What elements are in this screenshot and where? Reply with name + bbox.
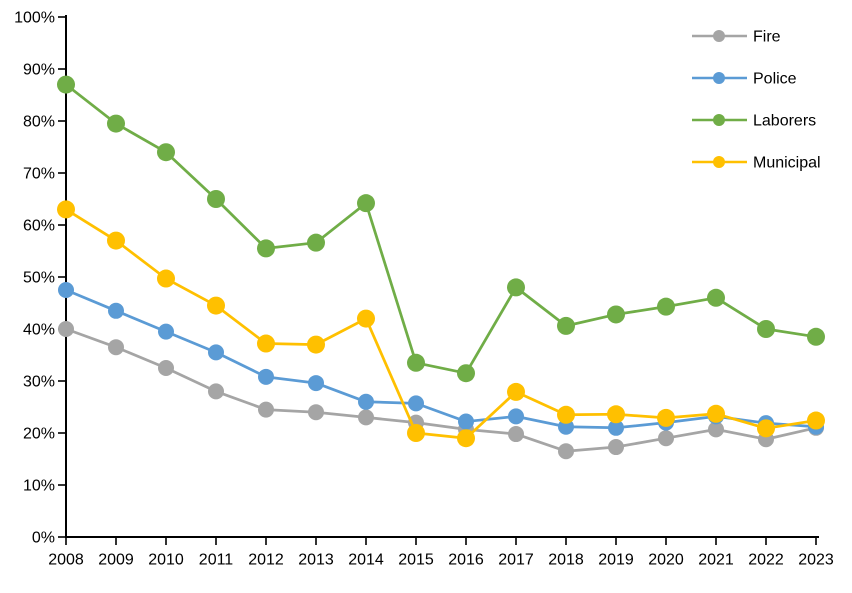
data-point-police-2013 <box>308 375 324 392</box>
data-point-municipal-2017 <box>507 382 525 401</box>
data-point-fire-2021 <box>708 421 724 438</box>
data-point-laborers-2012 <box>257 239 275 258</box>
x-axis-tick-label: 2009 <box>98 552 134 569</box>
x-axis-tick-label: 2016 <box>448 552 484 569</box>
series-line-fire <box>64 327 818 453</box>
data-point-police-2012 <box>258 368 274 385</box>
data-point-laborers-2021 <box>707 288 725 307</box>
data-point-fire-2008 <box>58 321 74 337</box>
data-point-police-2017 <box>508 408 524 425</box>
data-point-fire-2012 <box>258 401 274 418</box>
series-line-municipal <box>64 208 818 440</box>
legend-marker-icon-police <box>713 72 725 84</box>
data-point-laborers-2020 <box>657 297 675 316</box>
x-axis-tick-label: 2022 <box>748 552 784 569</box>
data-point-police-2008 <box>58 282 74 298</box>
data-point-laborers-2018 <box>557 316 575 335</box>
y-axis-tick-label: 70% <box>23 166 55 183</box>
data-point-fire-2010 <box>158 360 174 376</box>
data-point-fire-2009 <box>108 339 124 356</box>
x-axis-tick-label: 2008 <box>48 552 84 569</box>
x-axis-tick-label: 2017 <box>498 552 534 569</box>
data-point-municipal-2021 <box>707 404 725 423</box>
y-axis-tick-label: 100% <box>14 10 55 27</box>
data-point-municipal-2016 <box>457 429 475 448</box>
data-point-laborers-2017 <box>507 278 525 297</box>
data-point-laborers-2010 <box>157 143 175 162</box>
x-axis-tick-label: 2015 <box>398 552 434 569</box>
y-axis-tick-label: 50% <box>23 270 55 287</box>
data-point-laborers-2015 <box>407 353 425 372</box>
data-point-police-2016 <box>458 413 474 430</box>
data-point-municipal-2018 <box>557 405 575 424</box>
data-point-laborers-2023 <box>807 327 825 346</box>
legend-label-police: Police <box>753 71 797 88</box>
data-point-municipal-2014 <box>357 309 375 328</box>
data-point-municipal-2022 <box>757 419 775 438</box>
y-axis-tick-label: 90% <box>23 62 55 79</box>
data-point-municipal-2023 <box>807 411 825 430</box>
y-axis-tick-label: 30% <box>23 374 55 391</box>
data-point-municipal-2020 <box>657 408 675 427</box>
data-point-municipal-2008 <box>57 200 75 219</box>
data-point-laborers-2016 <box>457 364 475 383</box>
data-point-police-2011 <box>208 344 224 361</box>
y-axis-tick-label: 80% <box>23 114 55 131</box>
x-axis-tick-label: 2018 <box>548 552 584 569</box>
legend-marker-icon-municipal <box>713 156 725 168</box>
data-point-fire-2017 <box>508 426 524 443</box>
data-point-laborers-2011 <box>207 190 225 208</box>
data-point-municipal-2010 <box>157 269 175 288</box>
x-axis-tick-label: 2011 <box>199 552 234 569</box>
x-axis-tick-label: 2020 <box>648 552 684 569</box>
x-axis-tick-label: 2010 <box>148 552 184 569</box>
data-point-police-2009 <box>108 302 124 319</box>
data-point-laborers-2014 <box>357 194 375 213</box>
series-line-laborers <box>64 83 818 375</box>
legend-marker-icon-fire <box>713 30 725 42</box>
y-axis-tick-label: 60% <box>23 218 55 235</box>
data-point-laborers-2009 <box>107 114 125 133</box>
data-point-fire-2013 <box>308 404 324 421</box>
y-axis-tick-label: 40% <box>23 322 55 339</box>
series-line-police <box>64 288 818 430</box>
data-point-fire-2020 <box>658 430 674 447</box>
data-point-police-2015 <box>408 395 424 412</box>
data-point-laborers-2019 <box>607 305 625 324</box>
data-point-municipal-2015 <box>407 424 425 442</box>
y-axis-tick-label: 10% <box>23 478 55 495</box>
x-axis-tick-label: 2012 <box>248 552 284 569</box>
legend-label-municipal: Municipal <box>753 155 821 172</box>
data-point-laborers-2008 <box>57 75 75 94</box>
data-point-fire-2014 <box>358 409 374 426</box>
x-axis-tick-label: 2019 <box>598 552 634 569</box>
data-point-municipal-2019 <box>607 405 625 424</box>
data-point-laborers-2022 <box>757 320 775 338</box>
legend-label-laborers: Laborers <box>753 113 816 130</box>
data-point-fire-2011 <box>208 383 224 400</box>
x-axis-tick-label: 2014 <box>348 552 384 569</box>
y-axis-tick-label: 0% <box>32 530 55 547</box>
x-axis-tick-label: 2013 <box>298 552 334 569</box>
x-axis-tick-label: 2021 <box>698 552 734 569</box>
data-point-municipal-2013 <box>307 335 325 354</box>
x-axis-tick-label: 2023 <box>798 552 834 569</box>
data-point-police-2014 <box>358 393 374 410</box>
data-point-fire-2018 <box>558 443 574 460</box>
legend-label-fire: Fire <box>753 29 781 46</box>
data-point-police-2010 <box>158 323 174 340</box>
data-point-municipal-2011 <box>207 296 225 315</box>
data-point-police-2019 <box>608 419 624 436</box>
legend-marker-icon-laborers <box>713 114 725 126</box>
y-axis-tick-label: 20% <box>23 426 55 443</box>
data-point-fire-2019 <box>608 439 624 456</box>
data-point-municipal-2009 <box>107 231 125 250</box>
data-point-laborers-2013 <box>307 233 325 252</box>
data-point-municipal-2012 <box>257 334 275 353</box>
